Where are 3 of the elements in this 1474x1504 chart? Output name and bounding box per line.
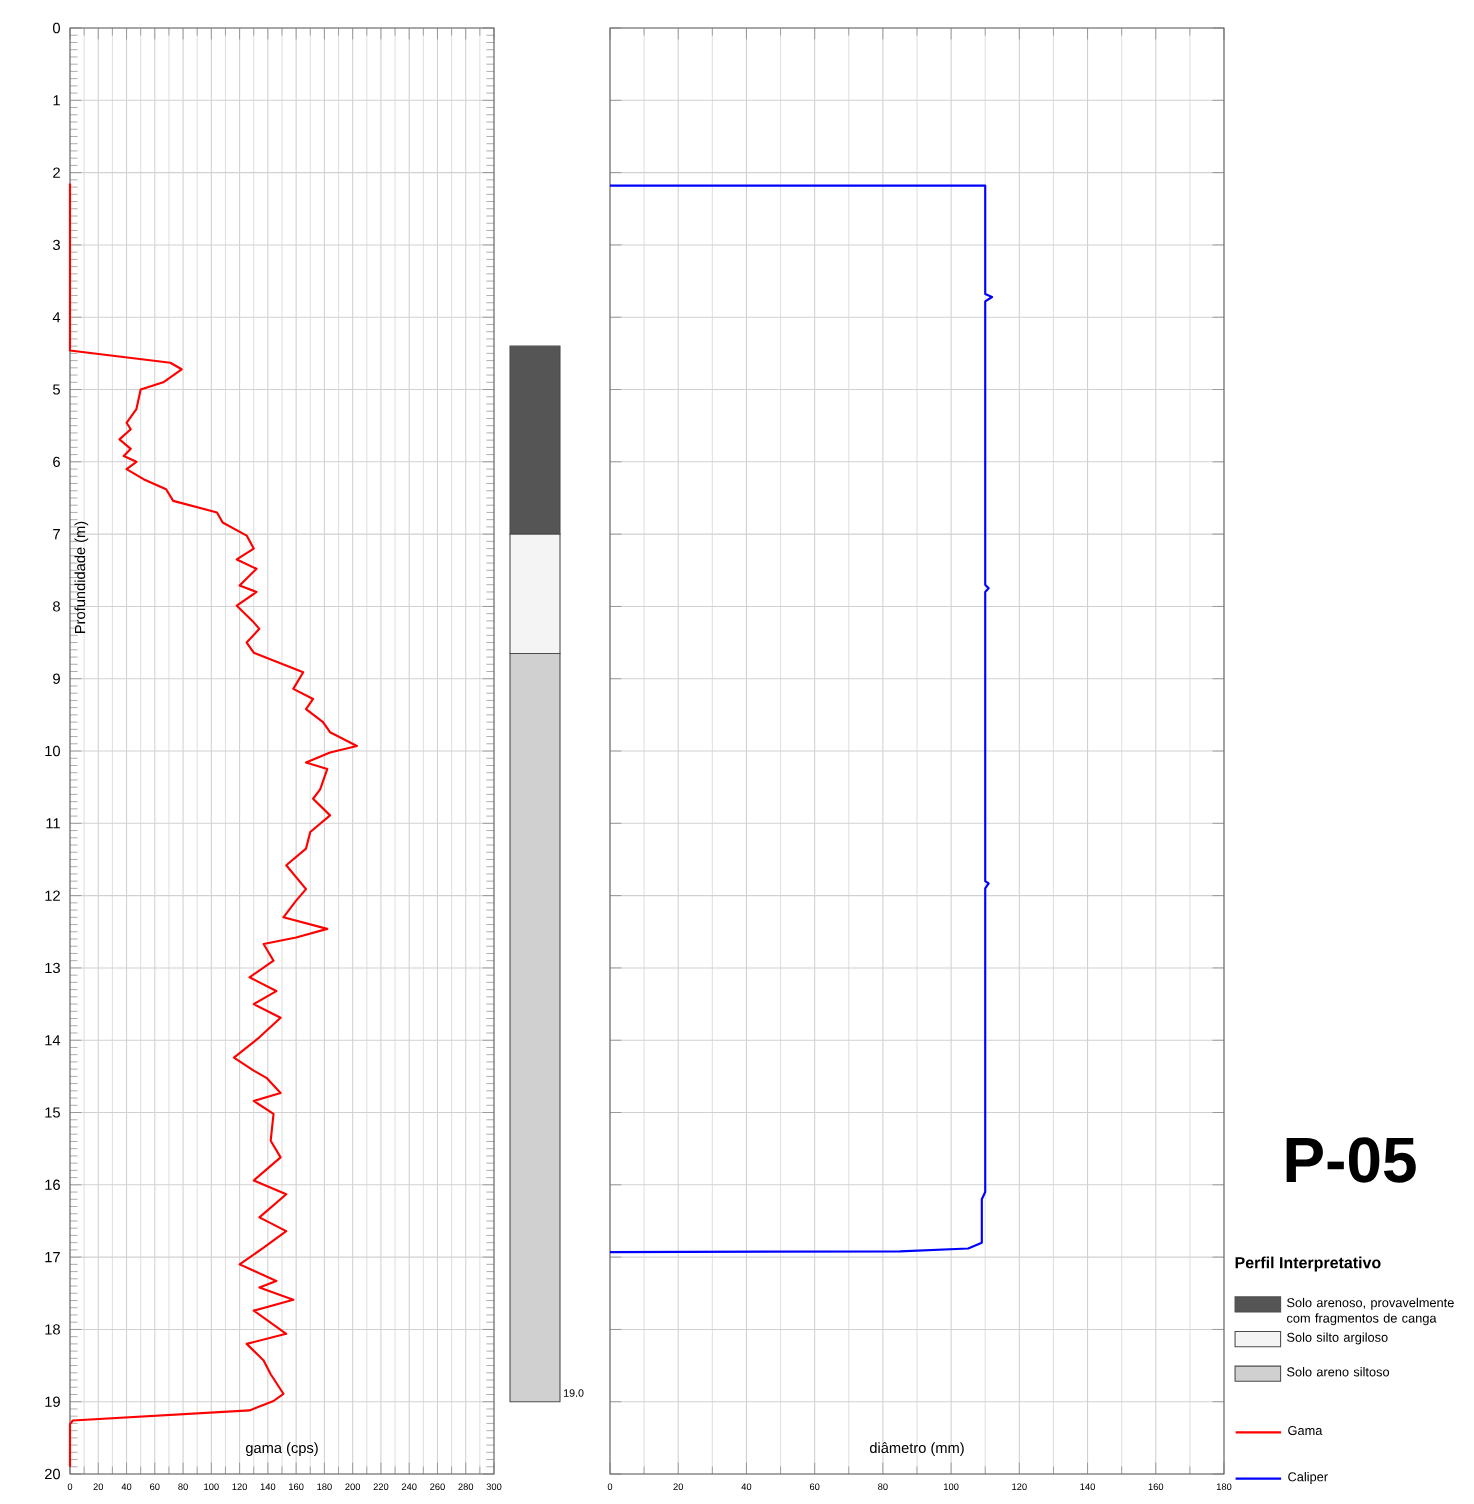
line-series [68,182,358,1468]
legend-title: Perfil Interpretativo [1235,1256,1381,1272]
text: P-05 [1286,1137,1416,1183]
